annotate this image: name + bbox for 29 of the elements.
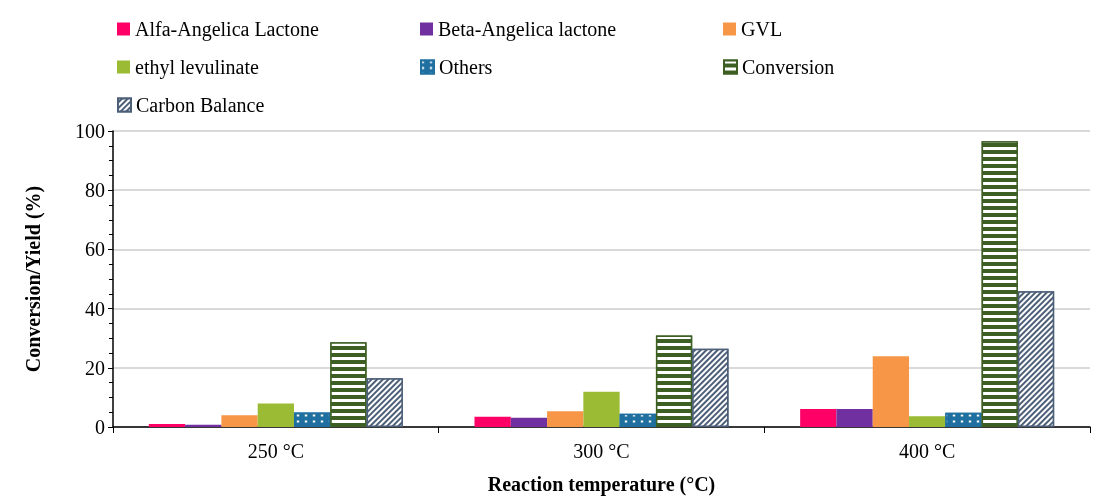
legend-label: Others [439,56,493,78]
y-tick-label: 0 [95,416,105,438]
x-axis-title: Reaction temperature (°C) [487,473,716,496]
y-axis-title: Conversion/Yield (%) [22,185,45,373]
y-tick-label: 20 [85,356,105,379]
bar [800,408,837,427]
legend-label: Alfa-Angelica Lactone [135,18,319,41]
bar [257,403,294,427]
bar [547,411,584,427]
legend-label: ethyl levulinate [135,56,259,79]
legend-label: Conversion [742,56,835,78]
bar [510,417,548,427]
x-tick-label: 400 °C [898,440,956,462]
bar [148,424,186,427]
bar [836,408,873,427]
x-tick-label: 300 °C [573,440,630,462]
legend-label: GVL [741,18,783,40]
bar [474,416,511,427]
y-tick-label: 100 [75,120,105,142]
x-tick-label: 250 °C [247,440,305,462]
bar [909,416,946,427]
y-tick-label: 40 [85,297,105,320]
bar [583,391,620,427]
legend-label: Beta-Angelica lactone [438,18,617,41]
bar [221,415,258,427]
legend-label: Carbon Balance [136,94,265,116]
bar [872,356,910,427]
y-tick-label: 60 [85,238,105,261]
y-tick-label: 80 [85,179,105,202]
